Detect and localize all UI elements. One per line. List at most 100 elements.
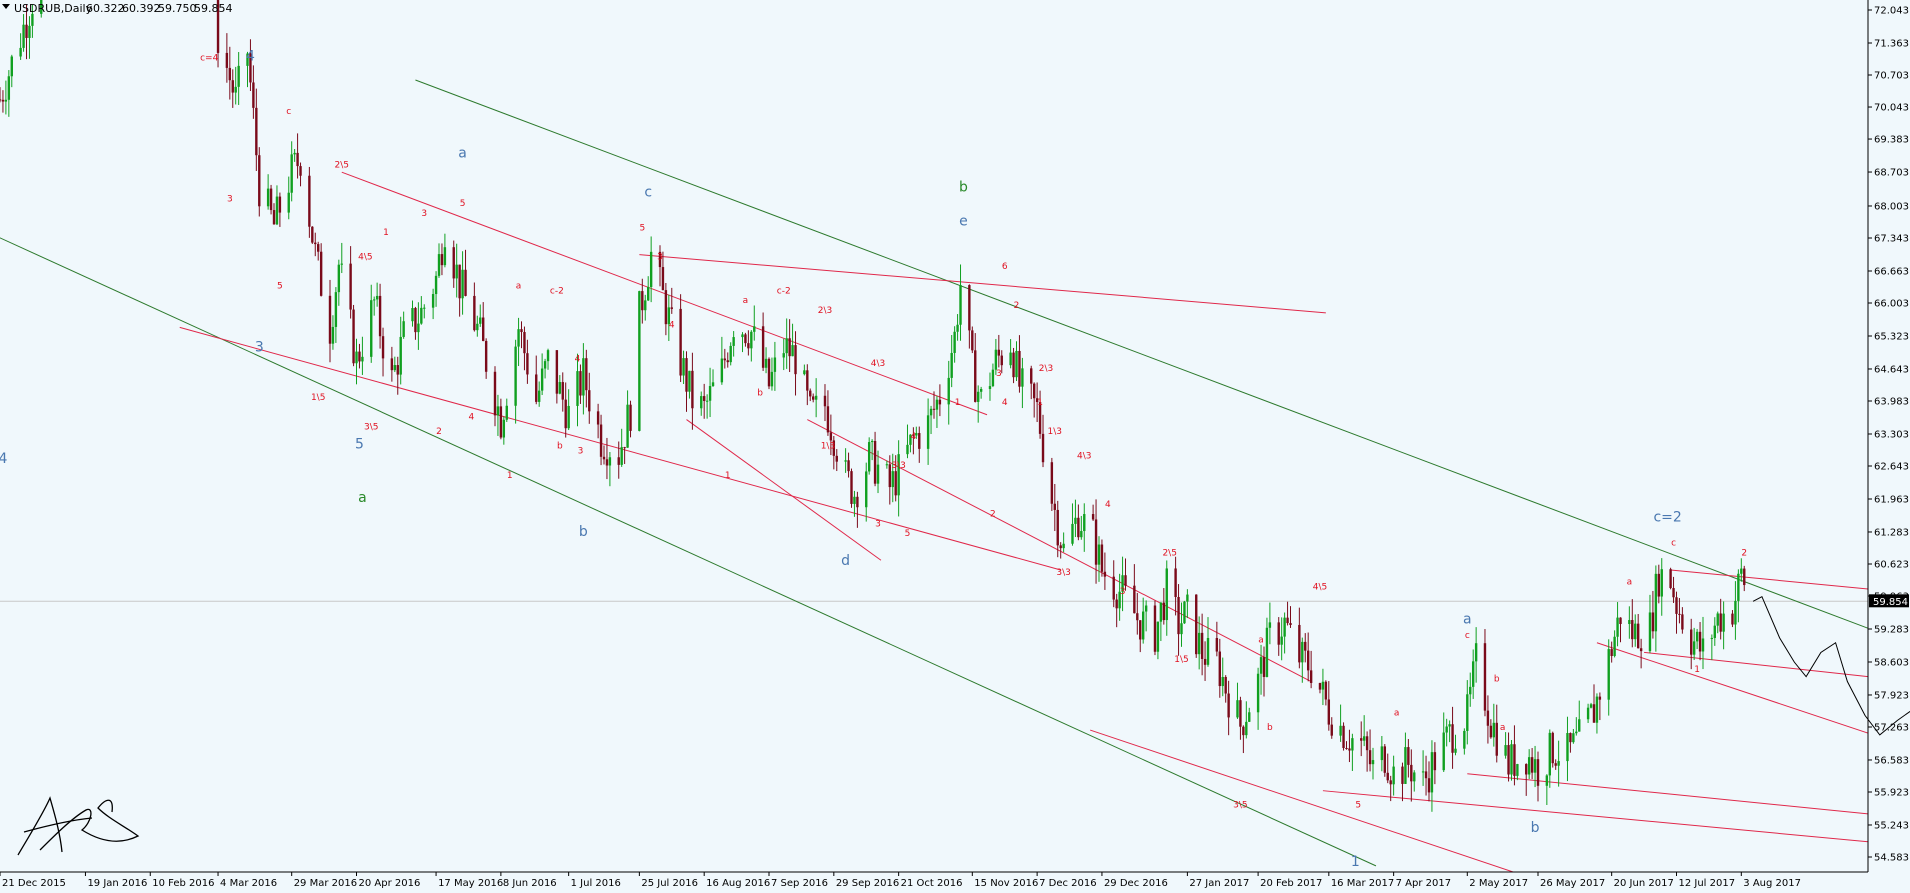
wave-label: 4 <box>911 432 917 442</box>
candle-body <box>355 351 358 364</box>
candle-2016-08-30 <box>744 332 747 347</box>
candle-2016-07-13 <box>602 445 606 465</box>
candle-2016-05-04 <box>396 356 399 395</box>
candle-2016-09-19 <box>803 364 806 376</box>
trendline-red <box>341 171 988 416</box>
candle-2016-04-05 <box>311 226 314 244</box>
candle-body <box>1619 617 1622 625</box>
candle-2016-06-02 <box>482 302 485 342</box>
candle-2016-03-22 <box>269 184 273 215</box>
candle-2017-07-04 <box>1651 590 1655 639</box>
price-tick-label: 67.343 <box>1874 234 1909 245</box>
candle-body <box>331 326 335 344</box>
candle-body <box>644 300 647 311</box>
candle-2017-08-04 <box>1743 565 1746 592</box>
candle-body <box>1200 632 1204 659</box>
candle-2016-06-27 <box>555 350 559 404</box>
candle-2017-01-24 <box>1177 584 1180 656</box>
trendline-red <box>1089 729 1515 872</box>
time-tick-label: 12 Jul 2017 <box>1678 878 1735 889</box>
candle-2016-11-11 <box>959 264 962 341</box>
candle-2016-05-19 <box>440 243 444 276</box>
time-tick-label: 15 Nov 2016 <box>974 878 1038 889</box>
candle-2016-11-28 <box>1009 339 1012 369</box>
candle-2017-01-19 <box>1162 588 1166 625</box>
candle-body <box>938 399 942 405</box>
candle-2016-08-23 <box>723 348 727 369</box>
candle-body <box>1348 748 1351 751</box>
price-tick-label: 68.003 <box>1874 201 1909 212</box>
time-tick-label: 7 Apr 2017 <box>1396 878 1451 889</box>
candle-body <box>399 336 402 375</box>
candle-2016-03-23 <box>272 203 276 225</box>
candle-body <box>1675 597 1678 614</box>
candle-2016-03-28 <box>287 176 290 220</box>
candle-2016-09-02 <box>753 305 756 341</box>
trendline-red <box>1670 569 1868 590</box>
candle-2016-06-17 <box>526 339 529 384</box>
candle-body <box>1592 704 1596 723</box>
candle-body <box>1533 759 1537 773</box>
candle-body <box>1433 752 1437 771</box>
candle-body <box>691 370 694 409</box>
time-tick-label: 10 Feb 2016 <box>152 878 214 889</box>
current-price-label: 59.854 <box>1873 597 1908 608</box>
candle-body <box>1097 544 1101 565</box>
candle-2017-06-12 <box>1586 703 1590 723</box>
candle-2016-03-08 <box>228 46 232 100</box>
candle-2016-06-08 <box>499 398 503 440</box>
wave-label: 3 <box>421 209 427 219</box>
candle-body <box>22 24 25 48</box>
candle-2017-04-21 <box>1433 742 1437 785</box>
candle-body <box>1304 641 1307 651</box>
candle-body <box>1286 617 1289 624</box>
candle-body <box>744 334 747 344</box>
wave-label: 1 <box>1037 398 1043 408</box>
symbol-dropdown-icon[interactable] <box>2 4 10 9</box>
candle-2017-01-16 <box>1153 600 1157 656</box>
candle-2017-05-18 <box>1513 725 1516 786</box>
candle-2017-04-12 <box>1407 739 1410 778</box>
candle-2017-07-18 <box>1692 627 1696 660</box>
candle-body <box>888 464 892 488</box>
candle-2017-01-05 <box>1121 556 1124 612</box>
candle-2016-03-16 <box>252 65 255 119</box>
wave-label: 1\5 <box>1174 655 1188 665</box>
candle-2016-07-21 <box>626 390 629 448</box>
price-tick-label: 54.583 <box>1874 853 1909 864</box>
candle-2016-07-29 <box>649 236 653 303</box>
time-tick-label: 19 Jan 2016 <box>87 878 147 889</box>
candle-2016-04-01 <box>299 162 302 187</box>
candle-body <box>537 390 541 402</box>
candle-2016-12-29 <box>1100 539 1104 577</box>
candle-2016-08-18 <box>708 367 712 418</box>
candle-body <box>1575 731 1578 734</box>
candle-2017-01-06 <box>1124 558 1127 591</box>
candle-2016-09-27 <box>826 390 830 436</box>
candle-body <box>231 80 234 93</box>
wave-label: 3\3 <box>1056 568 1070 578</box>
candle-body <box>605 459 609 466</box>
candle-2016-03-29 <box>290 141 293 202</box>
candle-2017-04-10 <box>1401 762 1404 802</box>
candle-2016-07-26 <box>641 278 644 324</box>
candle-body <box>1365 736 1369 751</box>
candle-2017-02-06 <box>1215 621 1219 657</box>
candle-body <box>1710 637 1714 639</box>
candle-body <box>1215 637 1219 652</box>
candle-body <box>988 386 992 389</box>
candle-2017-07-13 <box>1678 598 1681 624</box>
candle-2017-07-17 <box>1690 618 1693 670</box>
candle-2016-01-04 <box>40 0 43 18</box>
candle-body <box>561 382 564 400</box>
wave-label: 3 <box>1120 587 1126 597</box>
candle-2016-11-09 <box>953 326 956 363</box>
candle-2016-11-16 <box>974 333 977 403</box>
candle-body <box>602 456 606 460</box>
candle-2017-06-19 <box>1607 639 1610 716</box>
wave-label: a <box>458 146 467 162</box>
candle-2017-02-17 <box>1248 707 1251 723</box>
candle-body <box>1510 744 1513 775</box>
wave-labels: 4 4 3 a 5 a b c d b e a b 1 c=2 1\3 c=4 2\5 c 3 5 1 4\5 3 5 a c-2 4… <box>0 49 1747 870</box>
